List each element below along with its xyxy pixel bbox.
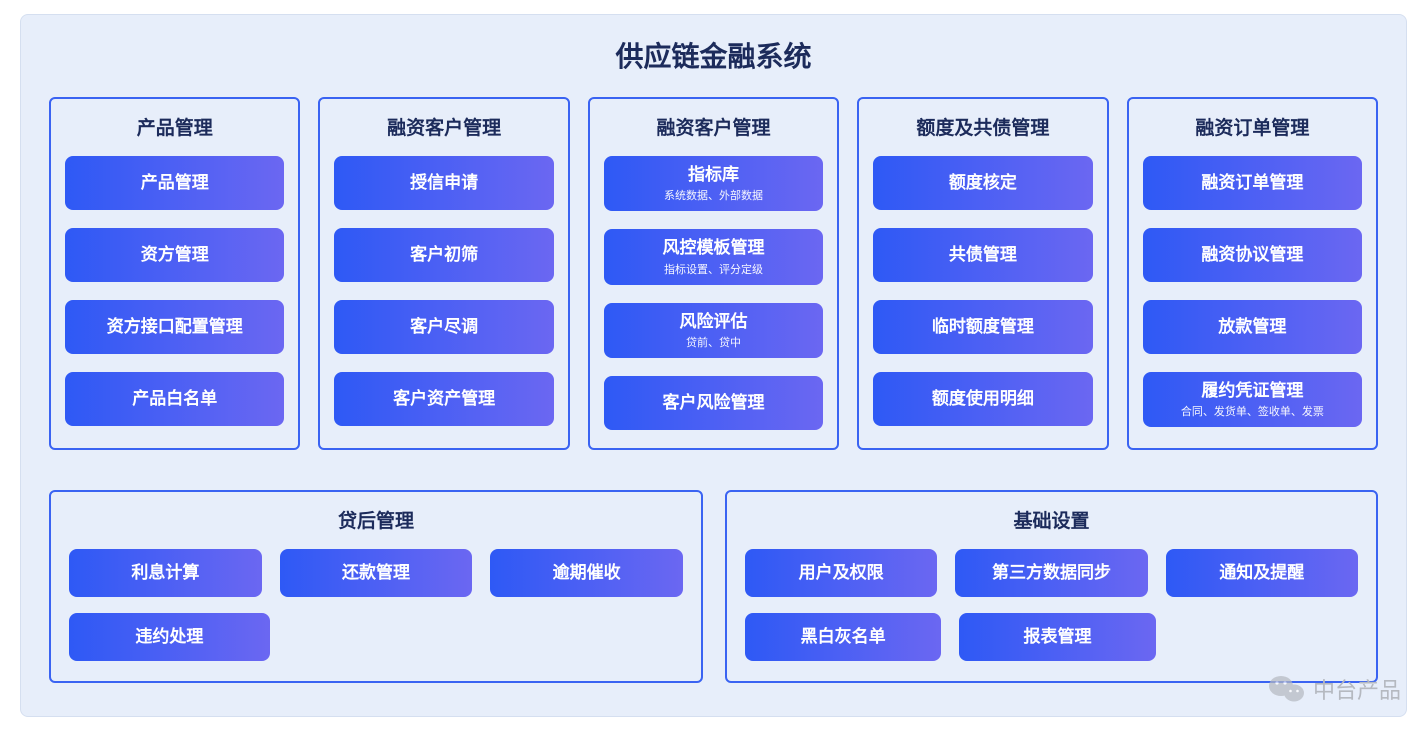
- pill-sublabel: 合同、发货单、签收单、发票: [1181, 403, 1324, 419]
- spacer: [494, 613, 683, 661]
- bottom-right-title: 基础设置: [745, 506, 1358, 533]
- pill-label: 第三方数据同步: [992, 562, 1111, 583]
- pill-label: 融资协议管理: [1201, 244, 1303, 265]
- module-pill[interactable]: 客户初筛: [334, 228, 553, 282]
- module-pill[interactable]: 通知及提醒: [1166, 549, 1358, 597]
- page-title: 供应链金融系统: [49, 35, 1378, 75]
- module-pill[interactable]: 违约处理: [69, 613, 270, 661]
- pill-label: 用户及权限: [799, 562, 884, 583]
- pill-label: 客户风险管理: [663, 392, 765, 413]
- bottom-right-panel: 基础设置 用户及权限 第三方数据同步 通知及提醒黑白灰名单 报表管理: [725, 490, 1378, 683]
- bottom-left-rows: 利息计算 还款管理 逾期催收违约处理: [69, 549, 683, 661]
- column-title: 融资客户管理: [657, 113, 771, 140]
- bottom-left-title: 贷后管理: [69, 506, 683, 533]
- module-pill[interactable]: 额度使用明细: [873, 372, 1092, 426]
- column-1: 融资客户管理授信申请客户初筛客户尽调客户资产管理: [318, 97, 569, 450]
- column-title: 额度及共债管理: [916, 113, 1049, 140]
- pill-label: 利息计算: [131, 562, 199, 583]
- pill-label: 逾期催收: [553, 562, 621, 583]
- main-panel: 供应链金融系统 产品管理产品管理资方管理资方接口配置管理产品白名单融资客户管理授…: [20, 14, 1407, 717]
- pill-label: 指标库: [688, 164, 739, 185]
- column-title: 融资订单管理: [1195, 113, 1309, 140]
- spacer: [288, 613, 477, 661]
- bottom-left-panel: 贷后管理 利息计算 还款管理 逾期催收违约处理: [49, 490, 703, 683]
- pill-sublabel: 指标设置、评分定级: [664, 261, 763, 277]
- pill-label: 产品白名单: [132, 388, 217, 409]
- module-pill[interactable]: 客户尽调: [334, 300, 553, 354]
- module-pill[interactable]: 指标库系统数据、外部数据: [604, 156, 823, 211]
- pill-label: 资方管理: [141, 244, 209, 265]
- pill-label: 额度核定: [949, 172, 1017, 193]
- pill-label: 客户资产管理: [393, 388, 495, 409]
- pill-row: 利息计算 还款管理 逾期催收: [69, 549, 683, 597]
- pill-label: 违约处理: [135, 626, 203, 647]
- pill-label: 通知及提醒: [1219, 562, 1304, 583]
- module-pill[interactable]: 风险评估贷前、贷中: [604, 303, 823, 358]
- pill-label: 产品管理: [141, 172, 209, 193]
- pill-label: 额度使用明细: [932, 388, 1034, 409]
- pill-row: 用户及权限 第三方数据同步 通知及提醒: [745, 549, 1358, 597]
- module-pill[interactable]: 还款管理: [280, 549, 473, 597]
- column-title: 产品管理: [137, 113, 213, 140]
- pill-label: 资方接口配置管理: [107, 316, 243, 337]
- module-pill[interactable]: 利息计算: [69, 549, 262, 597]
- module-pill[interactable]: 报表管理: [959, 613, 1155, 661]
- module-pill[interactable]: 用户及权限: [745, 549, 937, 597]
- pill-row: 黑白灰名单 报表管理: [745, 613, 1358, 661]
- bottom-row: 贷后管理 利息计算 还款管理 逾期催收违约处理 基础设置 用户及权限 第三方数据同步 通…: [49, 490, 1378, 683]
- top-row: 产品管理产品管理资方管理资方接口配置管理产品白名单融资客户管理授信申请客户初筛客…: [49, 97, 1378, 450]
- module-pill[interactable]: 风控模板管理指标设置、评分定级: [604, 229, 823, 284]
- pill-row: 违约处理: [69, 613, 683, 661]
- pill-label: 共债管理: [949, 244, 1017, 265]
- column-3: 额度及共债管理额度核定共债管理临时额度管理额度使用明细: [857, 97, 1108, 450]
- pill-label: 融资订单管理: [1201, 172, 1303, 193]
- pill-label: 履约凭证管理: [1201, 380, 1303, 401]
- column-2: 融资客户管理指标库系统数据、外部数据风控模板管理指标设置、评分定级风险评估贷前、…: [588, 97, 839, 450]
- module-pill[interactable]: 临时额度管理: [873, 300, 1092, 354]
- module-pill[interactable]: 客户风险管理: [604, 376, 823, 430]
- pill-label: 风险评估: [680, 311, 748, 332]
- bottom-right-rows: 用户及权限 第三方数据同步 通知及提醒黑白灰名单 报表管理: [745, 549, 1358, 661]
- pill-label: 还款管理: [342, 562, 410, 583]
- pill-label: 放款管理: [1218, 316, 1286, 337]
- module-pill[interactable]: 产品管理: [65, 156, 284, 210]
- module-pill[interactable]: 放款管理: [1143, 300, 1362, 354]
- module-pill[interactable]: 额度核定: [873, 156, 1092, 210]
- module-pill[interactable]: 客户资产管理: [334, 372, 553, 426]
- module-pill[interactable]: 融资订单管理: [1143, 156, 1362, 210]
- module-pill[interactable]: 资方接口配置管理: [65, 300, 284, 354]
- module-pill[interactable]: 第三方数据同步: [955, 549, 1147, 597]
- spacer: [1174, 613, 1358, 661]
- pill-label: 临时额度管理: [932, 316, 1034, 337]
- module-pill[interactable]: 融资协议管理: [1143, 228, 1362, 282]
- module-pill[interactable]: 产品白名单: [65, 372, 284, 426]
- module-pill[interactable]: 授信申请: [334, 156, 553, 210]
- pill-label: 报表管理: [1023, 626, 1091, 647]
- module-pill[interactable]: 共债管理: [873, 228, 1092, 282]
- pill-label: 黑白灰名单: [801, 626, 886, 647]
- pill-label: 客户初筛: [410, 244, 478, 265]
- module-pill[interactable]: 黑白灰名单: [745, 613, 941, 661]
- pill-sublabel: 系统数据、外部数据: [664, 187, 763, 203]
- pill-label: 风控模板管理: [663, 237, 765, 258]
- module-pill[interactable]: 资方管理: [65, 228, 284, 282]
- module-pill[interactable]: 履约凭证管理合同、发货单、签收单、发票: [1143, 372, 1362, 427]
- pill-sublabel: 贷前、贷中: [686, 334, 741, 350]
- pill-label: 授信申请: [410, 172, 478, 193]
- column-4: 融资订单管理融资订单管理融资协议管理放款管理履约凭证管理合同、发货单、签收单、发…: [1127, 97, 1378, 450]
- module-pill[interactable]: 逾期催收: [490, 549, 683, 597]
- column-0: 产品管理产品管理资方管理资方接口配置管理产品白名单: [49, 97, 300, 450]
- column-title: 融资客户管理: [387, 113, 501, 140]
- pill-label: 客户尽调: [410, 316, 478, 337]
